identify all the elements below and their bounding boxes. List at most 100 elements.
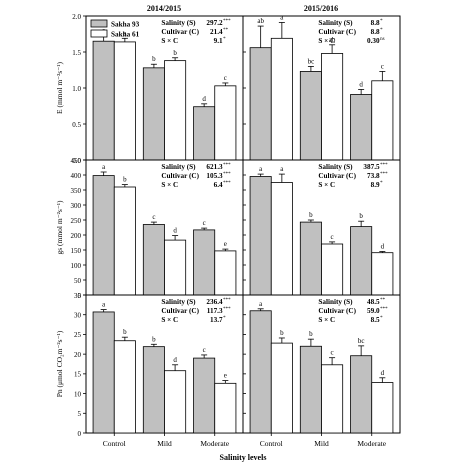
significance-letter: a [259, 165, 263, 173]
significance-letter: c [203, 219, 206, 227]
significance-letter: d [173, 356, 177, 364]
significance-letter: a [280, 13, 284, 21]
legend-swatch [90, 29, 108, 38]
x-axis-label: Salinity levels [220, 453, 267, 462]
bar-sakha-61 [270, 342, 293, 434]
y-tick-label: 150 [71, 247, 82, 255]
legend-swatch [90, 19, 108, 28]
stat-value: 105.3 [206, 172, 223, 180]
bar-sakha-93 [142, 67, 165, 161]
stat-label: S × C [318, 316, 335, 324]
significance-letter: b [309, 330, 313, 338]
stat-significance: *** [380, 307, 388, 312]
panel-1: ab a bc ab d c Salinity (S) 8.8 * Cultivar (C) 8.8… [242, 13, 401, 161]
stat-value: 6.4 [214, 181, 223, 189]
panel-0: 0.00.51.01.52.0E (mmol m⁻²s⁻¹)aabbdcSali… [55, 13, 244, 165]
bar-sakha-61 [371, 252, 394, 296]
y-tick-label: 200 [71, 232, 82, 240]
column-title-right: 2015/2016 [304, 4, 338, 13]
bar-sakha-93 [350, 355, 373, 434]
y-tick-label: 50 [74, 277, 82, 285]
stat-label: S × C [318, 37, 335, 45]
stat-value: 8.5 [371, 316, 380, 324]
stat-label: Cultivar (C) [318, 172, 356, 180]
stat-label: Cultivar (C) [318, 307, 356, 315]
significance-letter: d [381, 369, 385, 377]
stat-label: S × C [161, 37, 178, 45]
stat-value: 59.0 [367, 307, 380, 315]
stat-label: S × C [318, 181, 335, 189]
significance-letter: d [381, 243, 385, 251]
significance-letter: b [152, 335, 156, 343]
significance-letter: e [224, 240, 227, 248]
bar-sakha-61 [270, 182, 293, 296]
significance-letter: c [224, 74, 227, 82]
x-tick-label: Moderate [200, 439, 229, 448]
significance-letter: a [280, 165, 284, 173]
stat-significance: *** [380, 172, 388, 177]
significance-letter: a [102, 163, 106, 171]
stat-label: Salinity (S) [318, 163, 353, 171]
stat-significance: ** [223, 28, 229, 33]
y-tick-label: 5 [78, 410, 82, 418]
y-tick-label: 0.5 [72, 121, 81, 129]
bar-sakha-93 [249, 310, 272, 434]
stat-significance: * [223, 316, 226, 321]
significance-letter: d [173, 227, 177, 235]
bar-sakha-93 [299, 345, 322, 434]
stat-value: 21.4 [210, 28, 223, 36]
significance-letter: b [309, 211, 313, 219]
bar-sakha-93 [92, 175, 115, 296]
significance-letter: a [259, 300, 263, 308]
stat-value: 13.7 [210, 316, 223, 324]
bar-sakha-93 [92, 40, 115, 161]
stat-value: 387.5 [363, 163, 380, 171]
y-tick-label: 1.0 [72, 85, 81, 93]
bar-sakha-61 [270, 37, 293, 161]
panel-3: a a b c b d Salinity (S) 387.5 *** Cultivar (C) 73… [242, 159, 401, 296]
x-tick-label: Mild [157, 439, 172, 448]
bar-sakha-93 [299, 71, 322, 161]
y-tick-label: 250 [71, 217, 82, 225]
bar-sakha-61 [164, 370, 187, 434]
stat-value: 8.8 [371, 19, 380, 27]
stat-value: 236.4 [206, 298, 223, 306]
y-axis-label: E (mmol m⁻²s⁻¹) [55, 62, 64, 114]
bar-sakha-61 [164, 60, 187, 161]
y-tick-label: 35 [74, 292, 82, 300]
bar-sakha-61 [214, 250, 237, 296]
stat-value: 73.8 [367, 172, 380, 180]
y-tick-label: 0 [78, 292, 82, 300]
stat-significance: *** [223, 298, 231, 303]
stat-significance: ns [380, 37, 385, 42]
significance-letter: d [359, 80, 363, 88]
significance-letter: ab [329, 36, 336, 44]
x-tick-label: Control [103, 439, 126, 448]
y-tick-label: 30 [74, 312, 82, 320]
legend-entry: Sakha 93 [111, 21, 140, 29]
significance-letter: a [123, 29, 127, 37]
y-tick-label: 25 [74, 331, 82, 339]
column-title-left: 2014/2015 [147, 4, 181, 13]
significance-letter: bc [308, 57, 315, 65]
significance-letter: c [331, 233, 334, 241]
bar-sakha-93 [249, 176, 272, 296]
y-axis-label: Pn (μmol CO₂m⁻²s⁻¹) [55, 330, 64, 397]
bar-sakha-93 [193, 229, 216, 296]
stat-significance: * [380, 316, 383, 321]
significance-letter: b [152, 55, 156, 63]
stat-value: 621.3 [206, 163, 223, 171]
stat-label: Salinity (S) [161, 19, 196, 27]
bar-sakha-61 [214, 382, 237, 434]
x-tick-label: Moderate [357, 439, 386, 448]
stat-significance: *** [380, 163, 388, 168]
stat-label: Salinity (S) [161, 298, 196, 306]
bar-sakha-93 [92, 311, 115, 434]
stat-label: Cultivar (C) [161, 172, 199, 180]
y-tick-label: 100 [71, 262, 82, 270]
bar-sakha-93 [350, 226, 373, 296]
stat-value: 297.2 [206, 19, 223, 27]
significance-letter: b [173, 49, 177, 57]
bar-sakha-61 [214, 85, 237, 161]
